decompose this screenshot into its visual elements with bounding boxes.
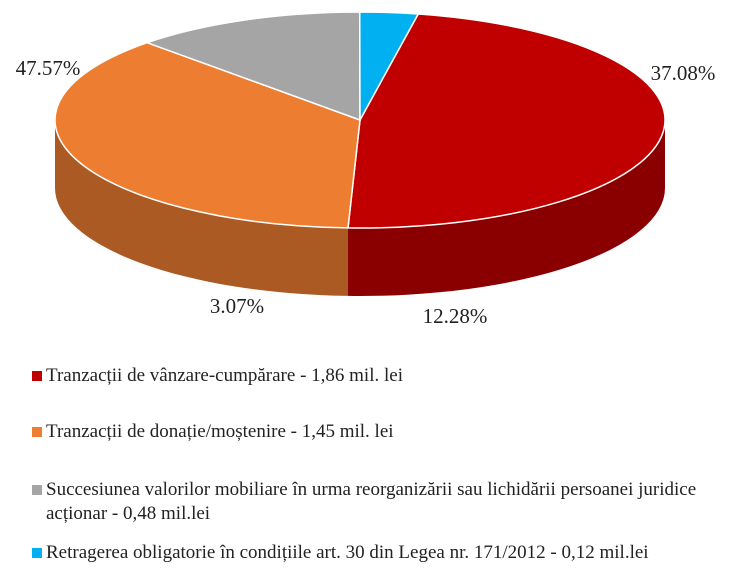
legend-item: Tranzacții de vânzare-cumpărare - 1,86 m… (32, 364, 712, 388)
slice (144, 11, 361, 122)
legend-swatch (32, 485, 42, 495)
legend-swatch (32, 427, 42, 437)
legend-swatch (32, 371, 42, 381)
slice (347, 13, 666, 229)
data-label: 3.07% (210, 294, 264, 318)
legend-label: Retragerea obligatorie în condițiile art… (46, 542, 649, 563)
legend-item: Succesiunea valorilor mobiliare în urma … (32, 478, 712, 526)
legend-item: Retragerea obligatorie în condițiile art… (32, 541, 712, 565)
legend-label: Tranzacții de vânzare-cumpărare - 1,86 m… (46, 365, 403, 386)
legend-label: Succesiunea valorilor mobiliare în urma … (46, 479, 697, 524)
slice (54, 41, 361, 229)
slice-side (348, 120, 665, 296)
slice-side (55, 120, 349, 296)
chart: 47.57% 37.08% 12.28% 3.07% (16, 11, 716, 328)
legend-swatch (32, 548, 42, 558)
data-label: 47.57% (16, 56, 81, 80)
data-label: 12.28% (423, 304, 488, 328)
data-label: 37.08% (651, 61, 716, 85)
legend-item: Tranzacții de donație/moștenire - 1,45 m… (32, 420, 712, 444)
legend-label: Tranzacții de donație/moștenire - 1,45 m… (46, 421, 394, 442)
slice (358, 11, 420, 121)
